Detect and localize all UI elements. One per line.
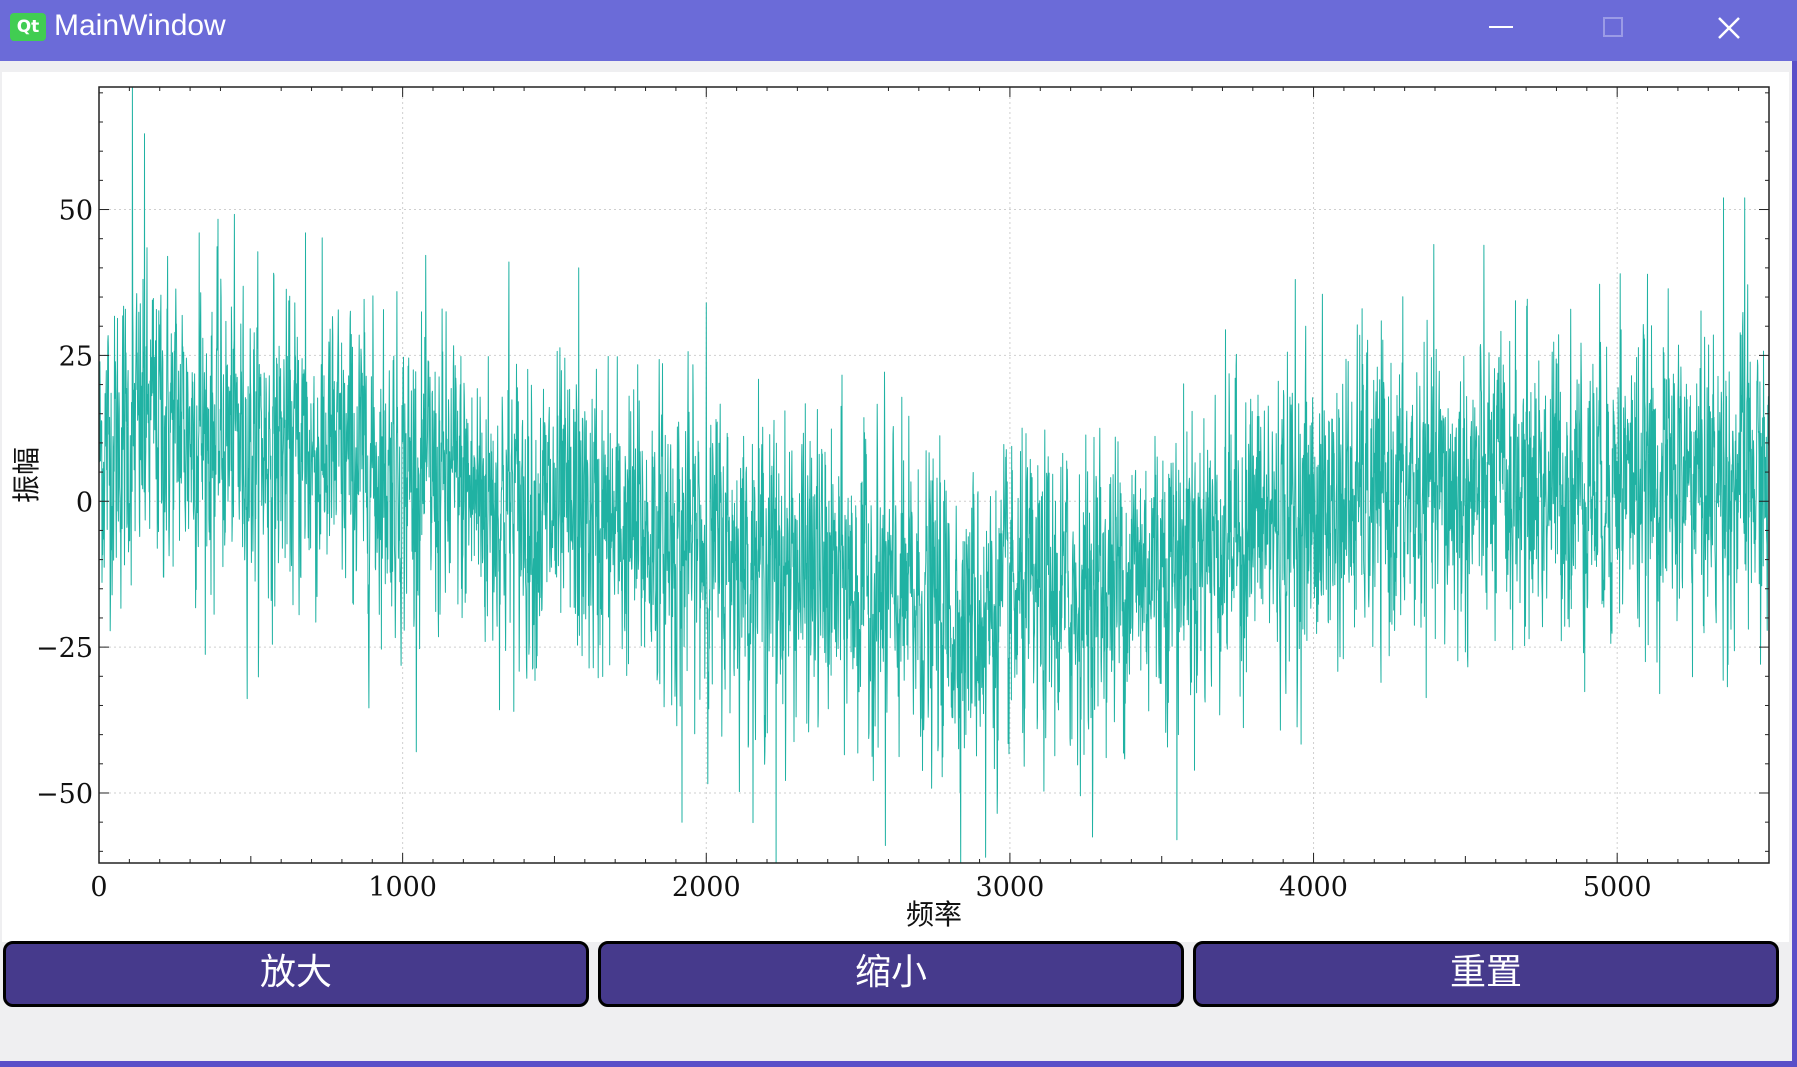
close-button[interactable] [1677,0,1787,61]
title-bar[interactable]: Qt MainWindow [0,0,1797,61]
amplitude-series-line [98,86,1770,864]
minimize-icon [1489,26,1513,28]
window-border-bottom [0,1061,1797,1067]
amplitude-chart[interactable]: 0 1000 2000 3000 4000 5000 50 25 0 −25 −50 频率 振幅 [2,72,1789,942]
x-tick-label: 2000 [672,872,741,903]
zoom-out-button[interactable]: 缩小 [598,941,1184,1007]
data-series-layer [98,86,1770,864]
x-tick-label: 1000 [368,872,437,903]
plot-widget[interactable]: 0 1000 2000 3000 4000 5000 50 25 0 −25 −50 频率 振幅 [2,72,1789,942]
reset-button[interactable]: 重置 [1193,941,1779,1007]
y-tick-label: 25 [59,341,93,372]
minimize-button[interactable] [1447,0,1557,61]
maximize-button[interactable] [1562,0,1672,61]
window-border-right [1792,61,1797,1067]
axis-ticks [98,87,1769,863]
y-tick-label: 0 [76,487,93,518]
x-tick-label: 4000 [1279,872,1348,903]
maximize-icon [1603,17,1623,37]
close-icon [1718,17,1740,39]
y-axis-title: 振幅 [10,447,43,503]
x-axis-title: 频率 [906,898,962,931]
zoom-in-button[interactable]: 放大 [3,941,589,1007]
x-tick-label: 5000 [1583,872,1652,903]
window-title: MainWindow [54,9,226,42]
x-tick-label: 0 [90,872,107,903]
tick-labels: 0 1000 2000 3000 4000 5000 50 25 0 −25 −50 [36,196,1652,903]
y-tick-label: −50 [36,779,93,810]
x-tick-label: 3000 [976,872,1045,903]
y-tick-label: 50 [59,196,93,227]
qt-logo-icon: Qt [10,13,46,41]
y-tick-label: −25 [36,633,93,664]
axes-frame [98,86,1770,864]
